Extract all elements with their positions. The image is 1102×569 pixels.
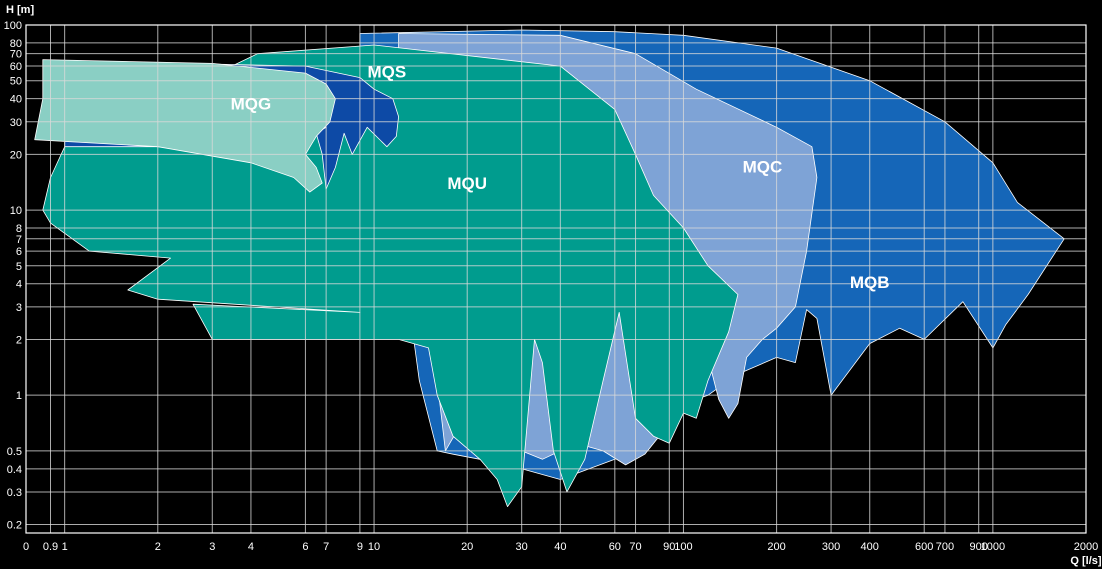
x-tick-label: 0 (23, 541, 29, 553)
region-label-mqg: MQG (231, 94, 272, 113)
x-tick-label: 300 (822, 541, 840, 553)
x-tick-label: 0.9 (43, 541, 58, 553)
x-tick-label: 1000 (981, 541, 1005, 553)
region-label-mqb: MQB (850, 273, 890, 292)
x-tick-label: 100 (674, 541, 692, 553)
y-tick-label: 50 (10, 76, 22, 88)
grid-lines (26, 24, 1087, 533)
y-tick-label: 0.2 (7, 520, 22, 532)
y-tick-label: 10 (10, 205, 22, 217)
x-tick-label: 2 (155, 541, 161, 553)
x-tick-label: 30 (516, 541, 528, 553)
y-tick-label: 60 (10, 61, 22, 73)
plot-frame (25, 24, 1087, 534)
y-tick-label: 0.4 (7, 464, 22, 476)
x-tick-label: 20 (461, 541, 473, 553)
y-tick-label: 0.3 (7, 487, 22, 499)
region-label-mqc: MQC (743, 157, 783, 176)
pump-regions (34, 29, 1065, 508)
x-tick-label: 10 (368, 541, 380, 553)
y-tick-label: 40 (10, 94, 22, 106)
x-tick-label: 1 (62, 541, 68, 553)
x-tick-label: 70 (629, 541, 641, 553)
x-tick-label: 3 (209, 541, 215, 553)
y-tick-label: 5 (16, 261, 22, 273)
x-axis-label: Q [l/s] (1070, 555, 1102, 567)
x-tick-label: 90 (663, 541, 675, 553)
region-label-mqs: MQS (367, 63, 406, 82)
x-tick-label: 200 (767, 541, 785, 553)
y-tick-label: 1 (16, 390, 22, 402)
y-tick-label: 3 (16, 302, 22, 314)
y-tick-label: 70 (10, 49, 22, 61)
x-tick-label: 2000 (1074, 541, 1098, 553)
x-tick-label: 40 (554, 541, 566, 553)
x-tick-label: 4 (248, 541, 254, 553)
x-tick-label: 700 (936, 541, 954, 553)
x-tick-label: 600 (915, 541, 933, 553)
x-tick-label: 400 (861, 541, 879, 553)
region-label-mqu: MQU (447, 174, 487, 193)
plot-border (25, 24, 1087, 534)
x-tick-label: 7 (323, 541, 329, 553)
x-tick-label: 900 (970, 541, 988, 553)
y-axis-label: H [m] (6, 4, 34, 16)
y-tick-label: 0.5 (7, 446, 22, 458)
y-tick-label: 100 (4, 20, 22, 32)
x-tick-label: 6 (302, 541, 308, 553)
y-tick-label: 4 (16, 279, 22, 291)
y-tick-label: 2 (16, 334, 22, 346)
x-tick-label: 60 (609, 541, 621, 553)
region-labels: MQB MQC MQU MQS MQG (231, 63, 890, 292)
y-tick-label: 7 (16, 234, 22, 246)
y-tick-label: 6 (16, 246, 22, 258)
y-tick-label: 8 (16, 223, 22, 235)
x-tick-label: 9 (357, 541, 363, 553)
y-tick-label: 80 (10, 38, 22, 50)
y-tick-label: 30 (10, 117, 22, 129)
y-tick-label: 20 (10, 149, 22, 161)
